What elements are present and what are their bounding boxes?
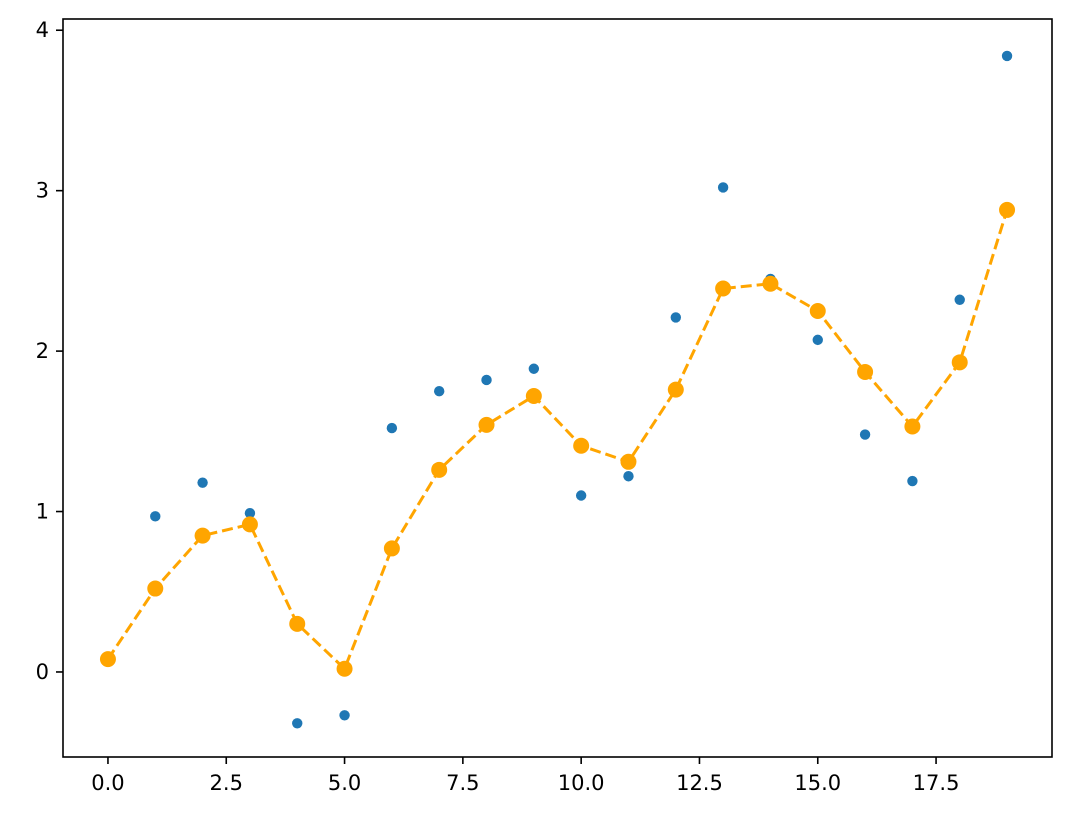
fit-line-point <box>194 527 211 544</box>
scatter-point <box>386 422 398 434</box>
fit-line-point <box>762 275 779 292</box>
fit-line-point <box>478 416 495 433</box>
scatter-point <box>859 429 871 440</box>
x-tick-label: 10.0 <box>558 771 605 795</box>
y-tick-label: 2 <box>36 339 49 363</box>
series-layer <box>99 50 1016 729</box>
scatter-point <box>339 710 350 721</box>
scatter-point <box>244 507 256 519</box>
y-axis-ticks: 0 1 2 3 4 <box>36 18 63 684</box>
y-tick-label: 1 <box>36 500 49 524</box>
fit-line-point <box>715 280 732 297</box>
plot-area-frame <box>62 18 1053 758</box>
fit-line-point <box>336 660 353 677</box>
scatter-point <box>907 475 918 487</box>
scatter-point <box>623 471 634 482</box>
x-tick-label: 12.5 <box>676 771 723 795</box>
scatter-point <box>481 374 492 386</box>
scatter-point <box>717 182 729 193</box>
fit-line-series <box>99 201 1016 677</box>
fit-line <box>106 209 1009 671</box>
x-tick-label: 7.5 <box>446 771 479 795</box>
x-tick-label: 5.0 <box>328 771 361 795</box>
fit-line-point <box>289 615 306 632</box>
fit-line-point <box>525 388 542 405</box>
scatter-point <box>670 312 682 323</box>
scatter-point <box>197 477 208 488</box>
x-tick-label: 2.5 <box>210 771 243 795</box>
scatter-point <box>150 511 161 522</box>
fit-line-point <box>667 381 684 398</box>
scatter-point <box>292 718 303 729</box>
scatter-point <box>954 294 965 305</box>
fit-line-point <box>147 580 164 597</box>
fit-line-point <box>241 516 258 533</box>
y-tick-label: 4 <box>36 18 49 42</box>
fit-line-point <box>431 461 448 478</box>
y-tick-label: 3 <box>36 179 49 203</box>
x-axis-ticks: 0.0 2.5 5.0 7.5 10.0 12.5 15.0 17.5 <box>91 757 959 795</box>
fit-line-point <box>99 651 116 668</box>
scatter-point <box>575 490 587 501</box>
x-tick-label: 17.5 <box>913 771 960 795</box>
fit-line-point <box>951 354 968 371</box>
scatter-point <box>812 334 823 346</box>
x-tick-label: 15.0 <box>794 771 841 795</box>
scatter-point <box>528 363 540 374</box>
fit-line-point <box>573 437 590 454</box>
scatter-point <box>433 386 445 397</box>
fit-line-point <box>999 201 1016 218</box>
fit-line-point <box>904 418 921 435</box>
scatter-point <box>1001 50 1013 62</box>
fit-line-point <box>857 363 874 380</box>
fit-line-point <box>620 453 637 470</box>
fit-line-point <box>383 540 400 557</box>
fit-line-point <box>809 302 826 319</box>
x-tick-label: 0.0 <box>91 771 124 795</box>
y-tick-label: 0 <box>36 660 49 684</box>
